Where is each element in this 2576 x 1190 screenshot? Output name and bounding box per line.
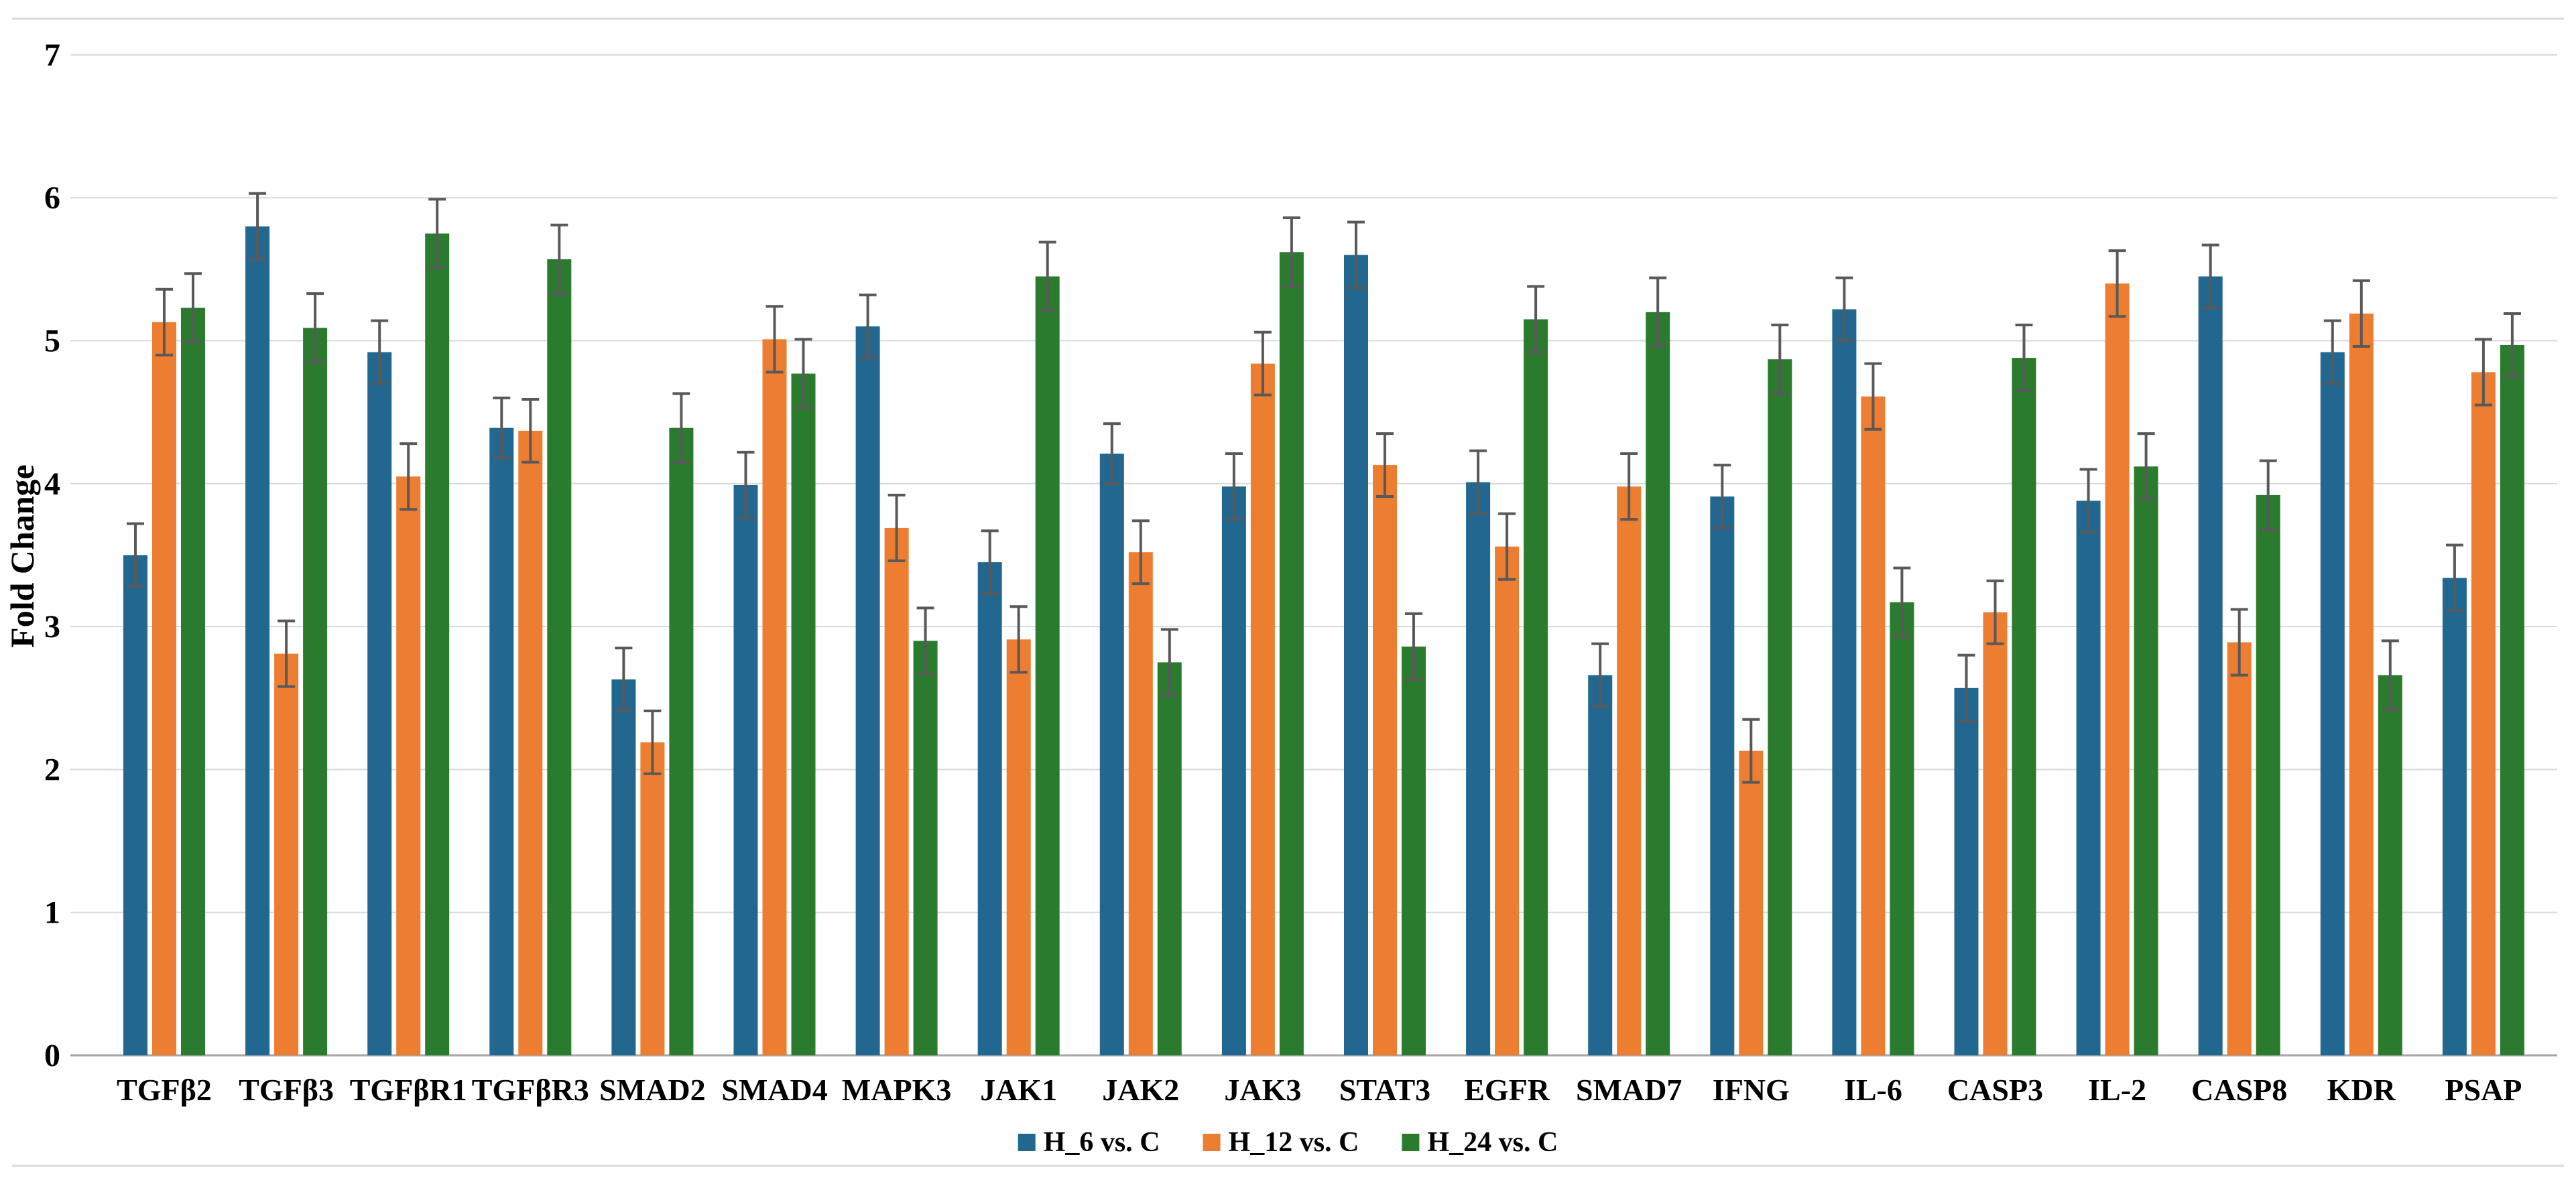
- legend-swatch-H_6: [1018, 1134, 1036, 1151]
- x-category-label-EGFR: EGFR: [1464, 1073, 1550, 1107]
- bar-IL-2-H_12: [2105, 283, 2130, 1056]
- bar-JAK3-H_24: [1279, 252, 1304, 1055]
- bar-TGFβR3-H_12: [518, 430, 543, 1055]
- bar-JAK3-H_12: [1250, 363, 1275, 1056]
- legend-label-H_6: H_6 vs. C: [1044, 1127, 1160, 1158]
- bar-CASP3-H_6: [1954, 687, 1979, 1055]
- x-category-label-JAK3: JAK3: [1224, 1073, 1301, 1107]
- x-category-label-STAT3: STAT3: [1339, 1073, 1430, 1107]
- bar-KDR-H_6: [2320, 352, 2345, 1056]
- bar-JAK1-H_12: [1006, 639, 1031, 1055]
- bar-TGFβR1-H_24: [425, 233, 450, 1055]
- legend: H_6 vs. C H_12 vs. C H_24 vs. C: [1018, 1127, 1558, 1158]
- bar-JAK3-H_6: [1221, 486, 1246, 1055]
- bar-JAK1-H_24: [1035, 276, 1060, 1055]
- x-category-label-TGFβR3: TGFβR3: [472, 1073, 589, 1107]
- bar-JAK2-H_6: [1099, 454, 1124, 1055]
- bar-TGFβR1-H_12: [396, 476, 421, 1055]
- y-axis-title: Fold Change: [3, 464, 41, 648]
- x-category-label-SMAD4: SMAD4: [721, 1073, 827, 1107]
- bar-IL-6-H_6: [1832, 309, 1857, 1056]
- bar-PSAP-H_24: [2500, 344, 2524, 1056]
- bar-SMAD4-H_24: [791, 373, 816, 1055]
- legend-swatch-H_12: [1203, 1134, 1221, 1151]
- legend-label-H_12: H_12 vs. C: [1229, 1127, 1359, 1158]
- bar-SMAD2-H_12: [640, 742, 665, 1055]
- legend-swatch-H_24: [1402, 1134, 1420, 1151]
- x-category-label-TGFβ2: TGFβ2: [117, 1073, 212, 1107]
- x-category-label-TGFβ3: TGFβ3: [239, 1073, 334, 1107]
- x-category-label-CASP3: CASP3: [1947, 1073, 2043, 1107]
- bar-IFNG-H_6: [1710, 496, 1735, 1055]
- bar-JAK1-H_6: [977, 562, 1002, 1055]
- y-tick-label-4: 4: [44, 466, 60, 502]
- bar-SMAD7-H_12: [1617, 486, 1642, 1055]
- x-category-label-IL-6: IL-6: [1844, 1073, 1902, 1107]
- bar-TGFβ2-H_24: [181, 308, 205, 1055]
- bar-EGFR-H_12: [1495, 546, 1520, 1055]
- x-category-label-JAK1: JAK1: [980, 1073, 1057, 1107]
- x-category-label-PSAP: PSAP: [2445, 1073, 2522, 1107]
- x-category-label-JAK2: JAK2: [1102, 1073, 1179, 1107]
- x-category-label-IL-2: IL-2: [2088, 1073, 2146, 1107]
- bar-SMAD4-H_12: [762, 339, 787, 1056]
- bar-CASP8-H_24: [2256, 494, 2280, 1055]
- bar-STAT3-H_12: [1373, 465, 1397, 1055]
- bar-STAT3-H_24: [1402, 646, 1426, 1055]
- bar-IL-2-H_6: [2076, 501, 2101, 1055]
- bar-IL-6-H_12: [1861, 396, 1886, 1055]
- x-category-label-TGFβR1: TGFβR1: [350, 1073, 467, 1107]
- bar-CASP3-H_12: [1983, 612, 2008, 1055]
- bar-IL-2-H_24: [2134, 466, 2158, 1055]
- bar-TGFβ2-H_6: [123, 555, 147, 1055]
- bar-SMAD2-H_24: [669, 427, 694, 1055]
- y-tick-label-3: 3: [44, 609, 60, 645]
- bar-TGFβ3-H_24: [303, 328, 328, 1056]
- bar-JAK2-H_24: [1157, 662, 1182, 1055]
- bar-CASP8-H_12: [2227, 642, 2252, 1055]
- bar-SMAD2-H_6: [611, 679, 636, 1055]
- bar-TGFβR3-H_6: [489, 427, 514, 1055]
- bar-TGFβ3-H_6: [245, 226, 270, 1055]
- bar-CASP8-H_6: [2198, 276, 2223, 1055]
- bar-EGFR-H_24: [1524, 319, 1548, 1055]
- bar-SMAD7-H_6: [1588, 675, 1613, 1055]
- legend-label-H_24: H_24 vs. C: [1427, 1127, 1558, 1158]
- bar-PSAP-H_6: [2442, 578, 2467, 1055]
- bar-IFNG-H_12: [1739, 750, 1764, 1055]
- bar-SMAD7-H_24: [1646, 312, 1670, 1056]
- bar-PSAP-H_12: [2471, 372, 2496, 1055]
- bar-STAT3-H_6: [1344, 255, 1368, 1055]
- y-tick-label-5: 5: [44, 324, 60, 359]
- bar-TGFβ2-H_12: [152, 322, 176, 1055]
- bar-IFNG-H_24: [1768, 359, 1792, 1055]
- x-category-label-KDR: KDR: [2327, 1073, 2396, 1107]
- x-category-label-SMAD2: SMAD2: [599, 1073, 705, 1107]
- y-tick-label-6: 6: [44, 180, 60, 216]
- bar-EGFR-H_6: [1466, 482, 1491, 1055]
- x-category-label-IFNG: IFNG: [1713, 1073, 1790, 1107]
- bar-JAK2-H_12: [1128, 552, 1153, 1055]
- bar-TGFβR3-H_24: [547, 259, 572, 1056]
- x-category-label-SMAD7: SMAD7: [1576, 1073, 1682, 1107]
- bar-MAPK3-H_12: [884, 527, 909, 1055]
- bar-IL-6-H_24: [1890, 602, 1914, 1055]
- bar-CASP3-H_24: [2012, 358, 2036, 1056]
- bar-KDR-H_24: [2378, 675, 2402, 1055]
- y-tick-label-2: 2: [44, 752, 60, 787]
- bar-MAPK3-H_24: [913, 641, 938, 1055]
- y-tick-label-7: 7: [44, 38, 60, 73]
- bar-TGFβ3-H_12: [274, 653, 299, 1055]
- bar-SMAD4-H_6: [733, 484, 758, 1055]
- x-category-label-MAPK3: MAPK3: [842, 1073, 952, 1107]
- y-tick-label-0: 0: [44, 1038, 60, 1073]
- bar-TGFβR1-H_6: [367, 352, 392, 1056]
- bar-MAPK3-H_6: [855, 326, 880, 1055]
- y-tick-label-1: 1: [44, 895, 60, 931]
- x-category-label-CASP8: CASP8: [2191, 1073, 2287, 1107]
- bar-KDR-H_12: [2349, 313, 2374, 1055]
